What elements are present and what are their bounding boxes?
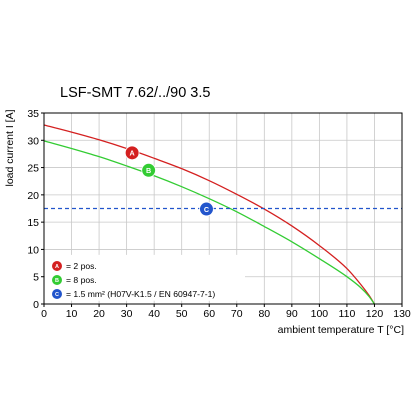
x-tick-label-40: 40 xyxy=(148,308,160,320)
curve-marker-A: A xyxy=(124,145,140,161)
x-tick-label-20: 20 xyxy=(93,308,105,320)
legend-badge-A-circle xyxy=(52,261,62,271)
y-tick-label-35: 35 xyxy=(27,108,39,120)
y-axis-ticks: 0 5 10 15 20 25 30 35 xyxy=(27,108,44,311)
curve-marker-B-circle xyxy=(142,163,156,177)
y-tick-label-20: 20 xyxy=(27,190,39,202)
legend: A = 2 pos. B = 8 pos. C = 1.5 mm² (H07V-K1.5 … xyxy=(51,260,215,300)
series-line-A xyxy=(43,124,376,305)
curve-marker-C: C xyxy=(199,201,214,217)
x-tick-label-60: 60 xyxy=(203,308,215,320)
x-tick-label-10: 10 xyxy=(66,308,78,320)
curve-marker-A-letter: A xyxy=(130,149,135,158)
x-axis-label: ambient temperature T [°C] xyxy=(278,324,404,336)
series-line-B xyxy=(43,140,375,305)
legend-badge-C-letter: C xyxy=(55,292,59,298)
legend-text-A: = 2 pos. xyxy=(66,261,97,271)
y-tick-label-25: 25 xyxy=(27,163,39,175)
legend-badge-A-letter: A xyxy=(55,264,59,270)
x-tick-label-0: 0 xyxy=(41,308,47,320)
y-tick-label-30: 30 xyxy=(27,135,39,147)
legend-badge-B-circle xyxy=(52,275,62,285)
x-axis-ticks: 0 10 20 30 40 50 60 70 80 90 100 110 120 130 xyxy=(41,304,411,320)
legend-badge-B: B xyxy=(51,274,63,286)
curve-marker-B-letter: B xyxy=(146,166,151,175)
x-tick-label-110: 110 xyxy=(339,308,356,320)
y-tick-label-0: 0 xyxy=(33,299,39,311)
y-tick-label-5: 5 xyxy=(33,272,39,284)
series-layer xyxy=(43,124,402,305)
curve-marker-A-circle xyxy=(125,146,139,160)
plot-frame xyxy=(43,112,403,305)
curve-marker-C-letter: C xyxy=(204,205,209,214)
y-tick-label-15: 15 xyxy=(27,217,39,229)
x-tick-label-30: 30 xyxy=(121,308,133,320)
legend-text-B: = 8 pos. xyxy=(66,275,97,285)
legend-box xyxy=(45,254,245,301)
chart-title: LSF-SMT 7.62/../90 3.5 xyxy=(60,85,210,101)
y-tick-label-10: 10 xyxy=(27,244,39,256)
legend-badge-C-circle xyxy=(52,289,62,299)
x-tick-label-70: 70 xyxy=(231,308,243,320)
x-tick-label-80: 80 xyxy=(258,308,270,320)
x-tick-label-120: 120 xyxy=(366,308,384,320)
curve-marker-B: B xyxy=(141,163,156,178)
legend-badge-B-letter: B xyxy=(55,278,59,284)
legend-badge-C: C xyxy=(51,288,63,300)
y-axis-label: load current I [A] xyxy=(4,109,16,186)
legend-text-C: = 1.5 mm² (H07V-K1.5 / EN 60947-7-1) xyxy=(66,289,215,299)
legend-badge-A: A xyxy=(51,260,63,272)
legend-background xyxy=(45,254,245,301)
x-tick-label-90: 90 xyxy=(286,308,298,320)
curve-marker-C-circle xyxy=(199,202,213,216)
curve-markers: A B C xyxy=(124,145,214,217)
x-tick-label-130: 130 xyxy=(393,308,411,320)
x-tick-label-100: 100 xyxy=(311,308,329,320)
x-tick-label-50: 50 xyxy=(176,308,188,320)
